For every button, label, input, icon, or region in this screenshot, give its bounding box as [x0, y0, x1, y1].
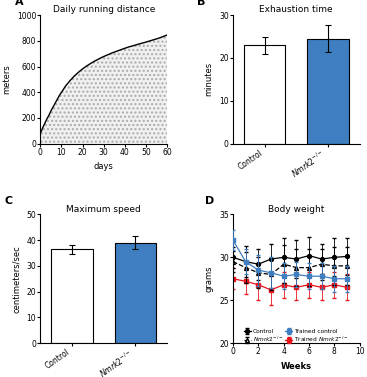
Title: Exhaustion time: Exhaustion time [259, 5, 333, 14]
Text: D: D [205, 196, 214, 206]
Bar [308, 39, 349, 144]
Y-axis label: meters: meters [2, 64, 11, 94]
Y-axis label: grams: grams [204, 265, 214, 292]
Y-axis label: centimeters/sec: centimeters/sec [12, 245, 21, 313]
Title: Daily running distance: Daily running distance [52, 5, 155, 14]
X-axis label: days: days [94, 162, 114, 172]
Title: Maximum speed: Maximum speed [66, 205, 141, 214]
Legend: Control, $Nmrk2^{-/-}$, Trained control, Trained $Nmrk2^{-/-}$: Control, $Nmrk2^{-/-}$, Trained control,… [241, 326, 351, 346]
Text: C: C [5, 196, 13, 206]
Bar [51, 249, 92, 343]
Y-axis label: minutes: minutes [204, 62, 214, 97]
Bar [244, 45, 285, 144]
X-axis label: Weeks: Weeks [281, 362, 312, 371]
Bar [115, 243, 156, 343]
Text: B: B [197, 0, 206, 7]
Text: A: A [15, 0, 23, 7]
Title: Body weight: Body weight [268, 205, 324, 214]
